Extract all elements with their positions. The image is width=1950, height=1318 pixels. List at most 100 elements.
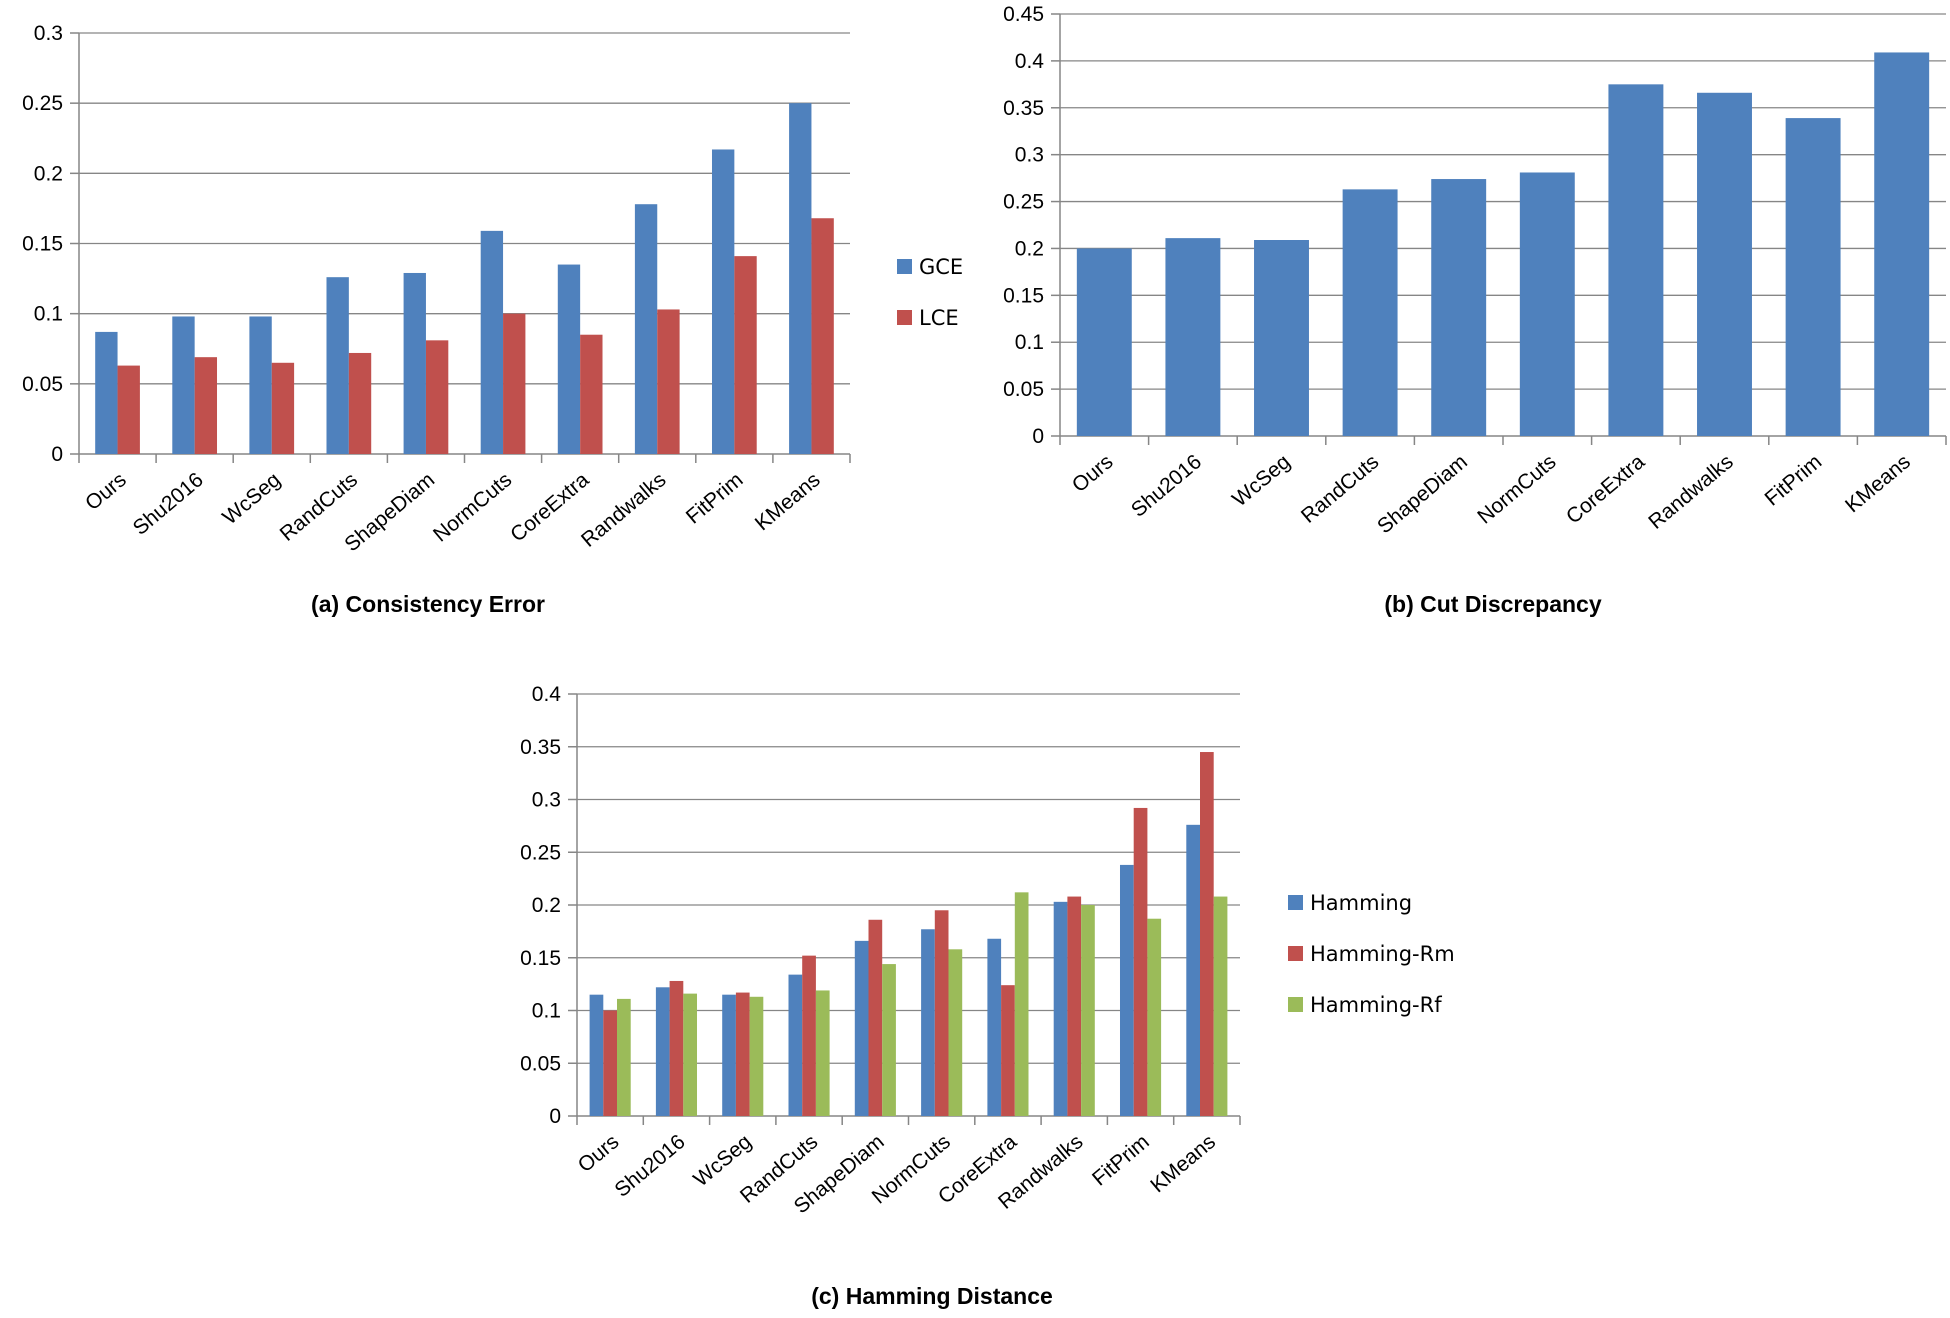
x-category-label: Randwalks — [1644, 450, 1737, 534]
bar-lce-shapediam — [425, 340, 449, 454]
y-tick-label: 0.4 — [1015, 50, 1045, 73]
y-tick-label: 0 — [549, 1105, 561, 1128]
legend-swatch-hamming-rm — [1288, 946, 1303, 961]
bar-hamming-fitprim — [1119, 864, 1134, 1116]
bar-hamming-rm-wcseg — [735, 992, 750, 1116]
bar-series-coreextra — [1608, 84, 1664, 436]
bar-lce-shu2016 — [194, 357, 218, 454]
y-tick-label: 0.3 — [1015, 144, 1044, 167]
y-tick-label: 0.25 — [22, 92, 63, 115]
x-category-label: Shu2016 — [1127, 450, 1206, 522]
x-category-label: RandCuts — [1297, 450, 1383, 528]
x-category-label: Shu2016 — [129, 468, 208, 540]
y-tick-label: 0.2 — [34, 162, 63, 185]
x-category-label: WcSeg — [218, 468, 285, 529]
bar-series-shapediam — [1431, 179, 1487, 436]
bar-hamming-rm-shu2016 — [669, 980, 684, 1116]
bar-hamming-rf-randcuts — [815, 990, 830, 1116]
bar-hamming-shapediam — [854, 940, 869, 1116]
legend-swatch-lce — [897, 310, 912, 325]
legend-swatch-hamming — [1288, 895, 1303, 910]
legend-label-gce: GCE — [919, 255, 963, 279]
x-category-label: KMeans — [751, 468, 825, 535]
legend-swatch-gce — [897, 259, 912, 274]
bar-gce-coreextra — [557, 264, 581, 454]
y-tick-label: 0.05 — [22, 373, 63, 396]
bar-gce-ours — [95, 331, 118, 454]
y-tick-label: 0.3 — [34, 22, 63, 45]
bar-lce-coreextra — [580, 334, 603, 454]
bar-series-shu2016 — [1165, 238, 1221, 436]
bar-gce-kmeans — [789, 103, 812, 455]
y-tick-label: 0.1 — [532, 1000, 561, 1023]
bar-lce-ours — [117, 365, 140, 454]
x-category-label: Ours — [1068, 450, 1118, 497]
chart-caption: (b) Cut Discrepancy — [1384, 591, 1601, 617]
y-tick-label: 0.35 — [520, 736, 561, 759]
y-tick-label: 0.2 — [1015, 237, 1044, 260]
bar-series-normcuts — [1519, 172, 1575, 437]
bar-hamming-rm-fitprim — [1133, 807, 1148, 1116]
y-tick-label: 0.05 — [1003, 378, 1044, 401]
y-tick-label: 0.35 — [1003, 97, 1044, 120]
y-tick-label: 0.1 — [34, 303, 63, 326]
bar-series-fitprim — [1785, 118, 1841, 437]
x-category-label: Randwalks — [577, 468, 670, 552]
bar-series-ours — [1076, 248, 1132, 436]
bar-lce-randcuts — [348, 352, 372, 454]
chart-hamming-distance: 0 0.05 0.1 0.15 0.2 0.25 0.3 0.35 0.4 OursShu2016… — [520, 683, 1455, 1309]
chart-cut-discrepancy: 0 0.05 0.1 0.15 0.2 0.25 0.3 0.35 0.4 0.45 Ours Shu… — [1003, 3, 1947, 617]
bar-hamming-randwalks — [1053, 901, 1068, 1116]
y-tick-label: 0 — [1032, 425, 1044, 448]
legend-swatch-hamming-rf — [1288, 997, 1303, 1012]
bar-series-randcuts — [1342, 189, 1398, 436]
bar-hamming-ours — [589, 994, 604, 1116]
bar-gce-fitprim — [711, 149, 735, 454]
chart-caption: (a) Consistency Error — [311, 591, 545, 617]
y-tick-label: 0 — [51, 443, 63, 466]
bar-hamming-randcuts — [788, 974, 803, 1116]
x-category-label: NormCuts — [1473, 450, 1560, 528]
bar-hamming-rf-wcseg — [749, 996, 764, 1116]
bar-lce-wcseg — [271, 362, 295, 454]
bar-hamming-normcuts — [921, 929, 935, 1116]
y-tick-label: 0.45 — [1003, 3, 1044, 26]
bar-hamming-rf-shu2016 — [683, 993, 698, 1116]
bar-series-kmeans — [1874, 52, 1930, 437]
bar-lce-randwalks — [657, 309, 680, 454]
x-category-label: FitPrim — [1761, 450, 1827, 510]
y-tick-label: 0.15 — [520, 947, 561, 970]
x-category-label: ShapeDiam — [1373, 450, 1472, 538]
bar-gce-randwalks — [634, 204, 658, 454]
bar-hamming-rf-ours — [617, 998, 631, 1116]
bar-hamming-rm-randwalks — [1067, 896, 1082, 1116]
bar-hamming-kmeans — [1186, 824, 1200, 1116]
bar-gce-wcseg — [249, 316, 272, 454]
x-category-label: Ours — [574, 1130, 624, 1177]
bar-hamming-coreextra — [987, 938, 1002, 1116]
y-tick-label: 0.4 — [532, 683, 562, 706]
legend-label-hamming-rm: Hamming-Rm — [1310, 942, 1455, 966]
y-tick-label: 0.25 — [1003, 191, 1044, 214]
y-tick-label: 0.2 — [532, 894, 561, 917]
x-category-label: FitPrim — [1088, 1130, 1154, 1190]
y-tick-label: 0.25 — [520, 841, 561, 864]
y-tick-label: 0.05 — [520, 1052, 561, 1075]
bar-hamming-rm-kmeans — [1199, 752, 1214, 1116]
bar-hamming-rm-shapediam — [868, 919, 883, 1116]
bar-hamming-rm-normcuts — [934, 910, 949, 1116]
bar-hamming-rf-normcuts — [948, 949, 963, 1116]
y-tick-label: 0.15 — [1003, 284, 1044, 307]
bar-hamming-rf-coreextra — [1014, 892, 1029, 1116]
legend-label-lce: LCE — [919, 306, 959, 330]
bar-gce-shu2016 — [172, 316, 195, 454]
bar-hamming-shu2016 — [655, 987, 670, 1116]
bar-hamming-rm-ours — [603, 1010, 618, 1116]
bar-hamming-rf-fitprim — [1147, 918, 1162, 1116]
bar-series-wcseg — [1254, 240, 1309, 436]
legend-label-hamming: Hamming — [1310, 891, 1412, 915]
bar-lce-kmeans — [811, 218, 834, 454]
chart-caption: (c) Hamming Distance — [811, 1283, 1053, 1309]
